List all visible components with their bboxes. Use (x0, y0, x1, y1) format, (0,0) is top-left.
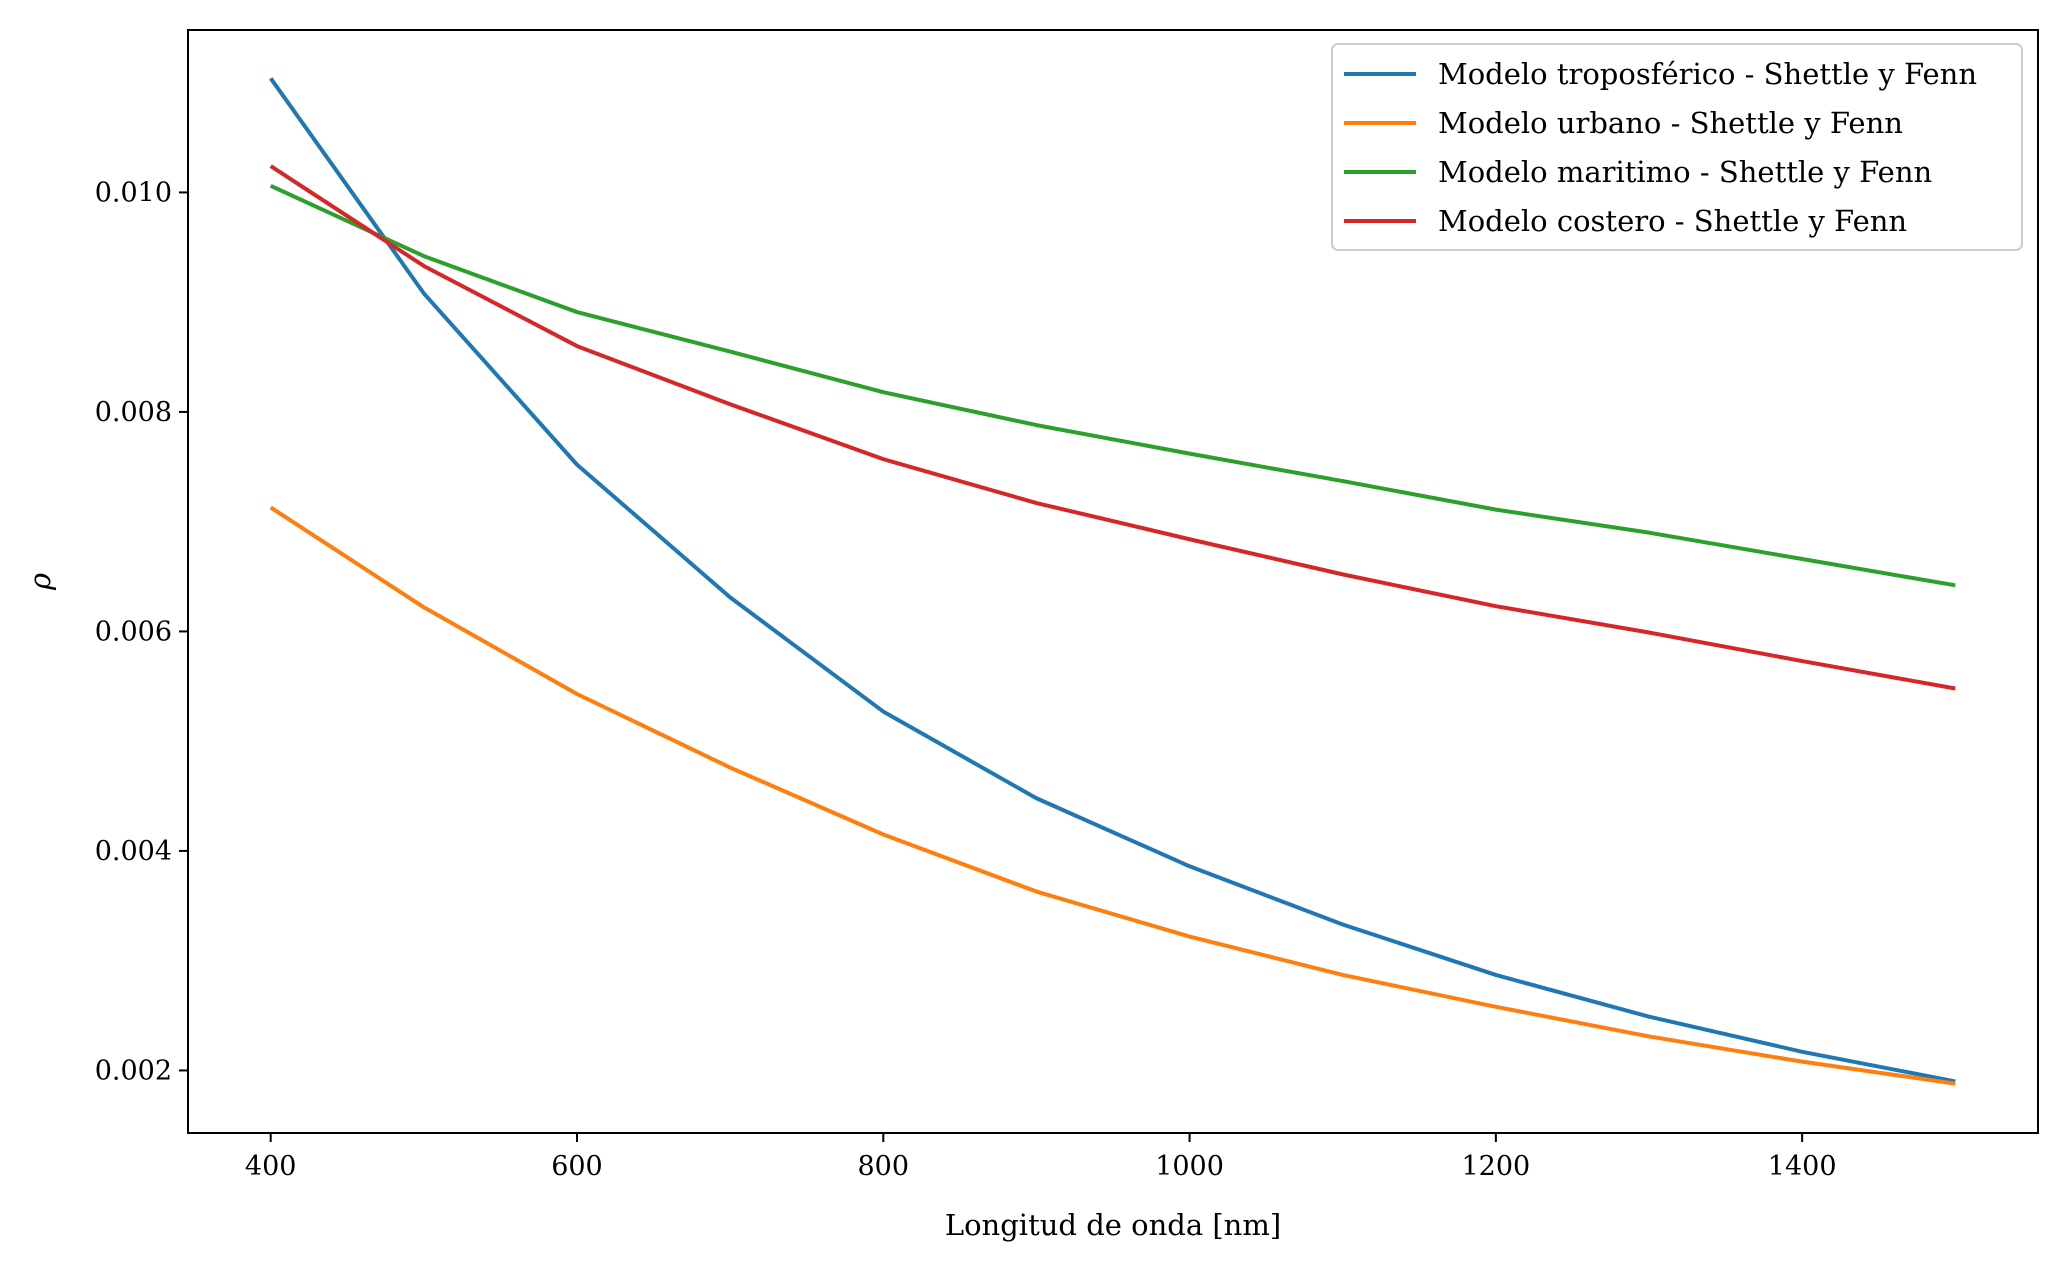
legend-label-1: Modelo troposférico - Shettle y Fenn (1438, 57, 1977, 91)
series-line-2 (269, 505, 1956, 1086)
x-tick-label: 600 (551, 1151, 603, 1182)
y-tick-label: 0.002 (95, 1055, 172, 1086)
series-line-3 (269, 184, 1956, 588)
legend-box (1331, 43, 2023, 251)
x-tick-label: 1200 (1462, 1151, 1531, 1182)
series-line-1 (269, 77, 1956, 1084)
axes-layer: 400 600 800 1000 1200 1400 0.002 0.004 0.006 0.00… (23, 29, 2039, 1242)
y-tick-label: 0.008 (95, 397, 172, 428)
x-tick-label: 1000 (1155, 1151, 1224, 1182)
y-tick-label: 0.004 (95, 836, 172, 867)
x-tick-label: 1400 (1768, 1151, 1837, 1182)
x-axis-label: Longitud de onda [nm] (945, 1208, 1281, 1242)
y-tick-label: 0.010 (95, 177, 172, 208)
legend-label-2: Modelo urbano - Shettle y Fenn (1438, 106, 1903, 140)
y-tick-label: 0.006 (95, 616, 172, 647)
series-layer (269, 77, 1956, 1086)
y-axis-label: ρ (23, 573, 57, 591)
x-tick-label: 400 (245, 1151, 297, 1182)
series-line-4 (269, 164, 1956, 691)
legend-label-4: Modelo costero - Shettle y Fenn (1438, 204, 1907, 238)
legend: Modelo troposférico - Shettle y Fenn Mode… (1331, 43, 2023, 251)
legend-label-3: Modelo maritimo - Shettle y Fenn (1438, 155, 1932, 189)
x-tick-label: 800 (858, 1151, 910, 1182)
plot-frame (187, 29, 2039, 1134)
